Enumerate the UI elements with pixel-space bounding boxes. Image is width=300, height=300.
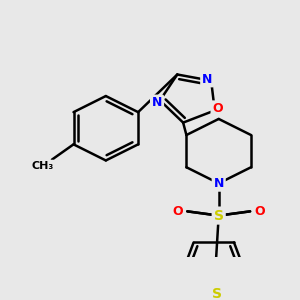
Text: O: O bbox=[172, 205, 183, 218]
Text: S: S bbox=[214, 208, 224, 223]
Text: N: N bbox=[202, 73, 212, 85]
Text: N: N bbox=[214, 177, 224, 190]
Text: CH₃: CH₃ bbox=[31, 161, 53, 171]
Text: N: N bbox=[152, 96, 162, 110]
Text: S: S bbox=[212, 286, 222, 300]
Text: O: O bbox=[212, 102, 223, 115]
Text: O: O bbox=[255, 205, 265, 218]
